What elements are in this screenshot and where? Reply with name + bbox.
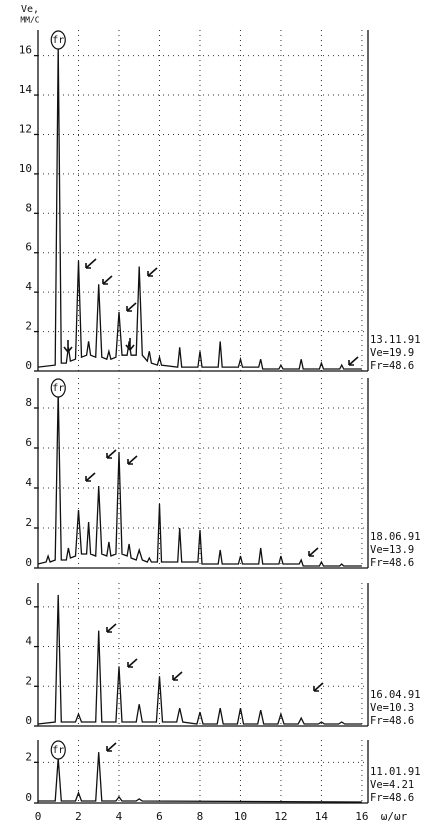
annotation: Ve=4.21	[370, 779, 414, 791]
y-tick-label: 0	[25, 556, 32, 569]
y-tick-label: 2	[25, 320, 32, 333]
x-tick-label: 6	[156, 810, 163, 823]
x-tick-label: 12	[274, 810, 287, 823]
annotation: Fr=48.6	[370, 792, 414, 804]
spectrum-line	[37, 594, 362, 725]
y-tick-label: 16	[19, 44, 32, 57]
y-tick-label: 4	[25, 476, 32, 489]
annotation: 13.11.91	[370, 334, 421, 346]
spectrum-line	[38, 752, 362, 803]
peak-label-circle	[50, 30, 66, 50]
annotation: Fr=48.6	[370, 360, 414, 372]
x-tick-label: 14	[315, 810, 329, 823]
y-tick-label: 6	[25, 436, 32, 449]
annotation: 18.06.91	[370, 531, 421, 543]
y-tick-label: 0	[25, 791, 32, 804]
x-axis-label: ω/ωr	[381, 810, 408, 823]
annotation: Ve=13.9	[370, 544, 414, 556]
x-tick-label: 16	[355, 810, 368, 823]
y-tick-label: 4	[25, 280, 32, 293]
arrows	[63, 258, 359, 752]
y-tick-label: 4	[25, 635, 32, 648]
y-tick-label: 10	[19, 162, 32, 175]
annotation: Fr=48.6	[370, 557, 414, 569]
x-tick-label: 8	[197, 810, 204, 823]
peak-label-circle	[50, 740, 66, 760]
y-tick-label: 8	[25, 201, 32, 214]
annotation: 16.04.91	[370, 689, 421, 701]
y-tick-label: 8	[25, 396, 32, 409]
y-tick-label: 2	[25, 674, 32, 687]
annotation: Ve=10.3	[370, 702, 414, 714]
y-axis-label: Ve,	[21, 4, 39, 15]
x-tick-label: 2	[75, 810, 82, 823]
y-tick-label: 2	[25, 750, 32, 763]
y-tick-label: 0	[25, 714, 32, 727]
x-tick-label: 10	[234, 810, 247, 823]
y-tick-label: 6	[25, 595, 32, 608]
annotation: Fr=48.6	[370, 715, 414, 727]
x-tick-label: 0	[35, 810, 42, 823]
y-axis-label: MM/C	[20, 16, 39, 25]
y-tick-label: 14	[19, 83, 33, 96]
y-tick-label: 0	[25, 359, 32, 372]
y-tick-label: 6	[25, 241, 32, 254]
annotation: Ve=19.9	[370, 347, 414, 359]
peak-label: fr	[52, 745, 64, 756]
peak-label: fr	[52, 35, 64, 46]
y-tick-label: 2	[25, 516, 32, 529]
x-tick-label: 4	[116, 810, 123, 823]
peak-label-circle	[50, 378, 66, 398]
spectrum-line	[37, 391, 362, 567]
spectrum-line	[37, 45, 362, 370]
annotation: 11.01.91	[370, 766, 421, 778]
peak-label: fr	[52, 383, 64, 394]
y-tick-label: 12	[19, 122, 32, 135]
